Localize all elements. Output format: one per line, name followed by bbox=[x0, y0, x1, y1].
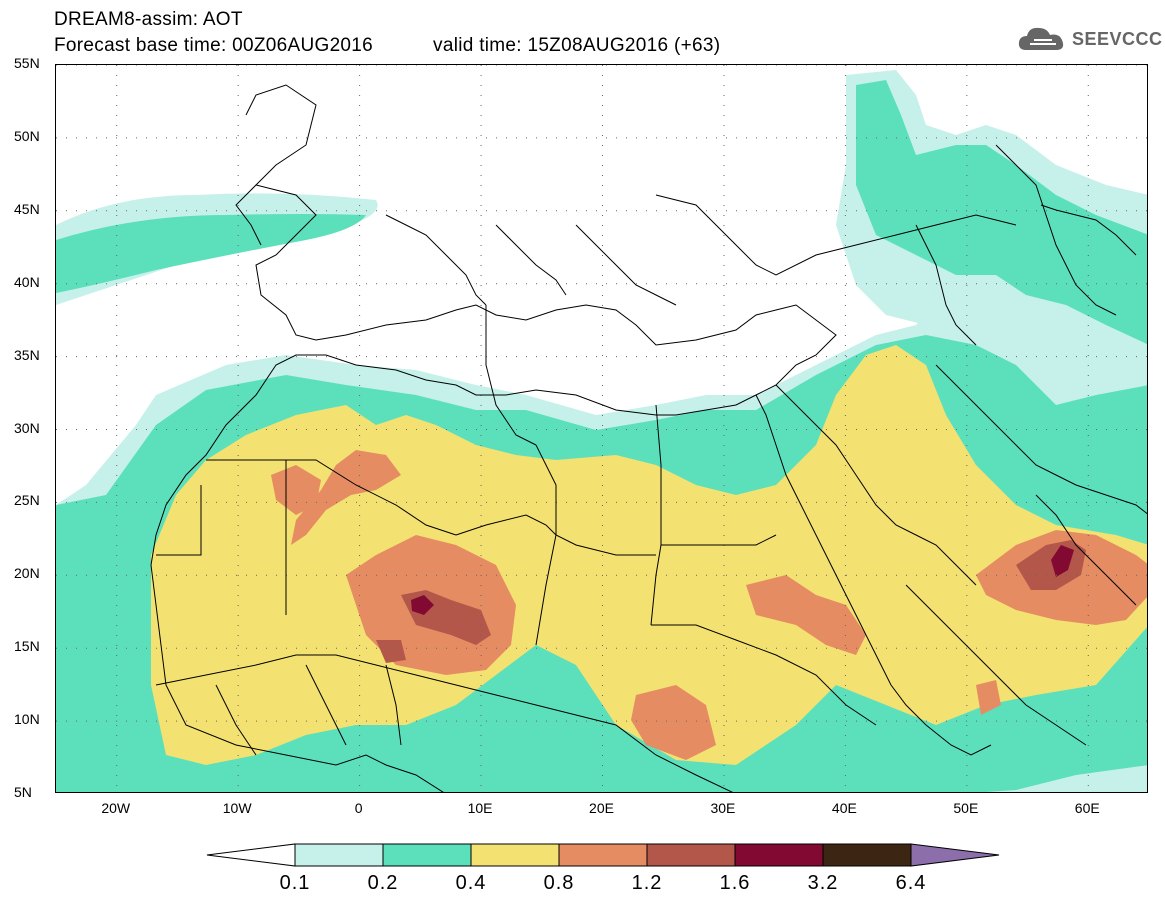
colorbar-over-arrow bbox=[910, 843, 1000, 867]
colorbar-level-label: 0.2 bbox=[367, 872, 399, 894]
lat-tick: 50N bbox=[14, 127, 40, 144]
aot-contour-fill bbox=[56, 70, 1147, 792]
lat-tick: 25N bbox=[14, 492, 40, 509]
lat-tick: 35N bbox=[14, 346, 40, 363]
colorbar-level-label: 0.8 bbox=[543, 872, 575, 894]
colorbar-box bbox=[558, 843, 648, 867]
lat-tick: 15N bbox=[14, 638, 40, 655]
colorbar-under-arrow bbox=[206, 843, 296, 867]
country-borders bbox=[150, 84, 1147, 792]
colorbar-level-label: 0.4 bbox=[455, 872, 487, 894]
lat-tick: 30N bbox=[14, 419, 40, 436]
lon-tick: 0 bbox=[354, 800, 363, 816]
lon-tick: 30E bbox=[710, 800, 736, 816]
valid-time: valid time: 15Z08AUG2016 (+63) bbox=[433, 35, 721, 56]
time-info: Forecast base time: 00Z06AUG2016 valid ti… bbox=[54, 35, 720, 57]
colorbar-level-label: 6.4 bbox=[895, 872, 927, 894]
colorbar-level-label: 0.1 bbox=[279, 872, 311, 894]
colorbar-box bbox=[822, 843, 912, 867]
aot-map bbox=[55, 64, 1148, 793]
logo-text: SEEVCCC bbox=[1072, 28, 1163, 49]
lon-tick: 10E bbox=[467, 800, 493, 816]
lat-tick: 10N bbox=[14, 711, 40, 728]
colorbar-level-label: 3.2 bbox=[807, 872, 839, 894]
lon-tick: 20W bbox=[101, 800, 131, 816]
map-title: DREAM8-assim: AOT bbox=[54, 9, 243, 30]
lon-tick: 60E bbox=[1074, 800, 1100, 816]
colorbar-box bbox=[646, 843, 736, 867]
cloud-icon bbox=[1018, 27, 1064, 50]
lon-tick: 50E bbox=[953, 800, 979, 816]
seevccc-logo: SEEVCCC bbox=[1016, 22, 1163, 56]
colorbar-level-label: 1.2 bbox=[631, 872, 663, 894]
lat-tick: 55N bbox=[14, 55, 40, 71]
colorbar-box bbox=[382, 843, 472, 867]
lat-tick: 20N bbox=[14, 565, 40, 582]
base-time: Forecast base time: 00Z06AUG2016 bbox=[54, 35, 374, 56]
lon-tick: 20E bbox=[589, 800, 614, 816]
lat-tick: 45N bbox=[14, 200, 40, 217]
aot-field bbox=[56, 65, 1147, 792]
lon-tick: 40E bbox=[831, 800, 857, 816]
lat-tick: 40N bbox=[14, 273, 40, 290]
lat-tick: 5N bbox=[14, 784, 32, 800]
colorbar-box bbox=[734, 843, 824, 867]
lon-tick: 10W bbox=[222, 800, 252, 816]
colorbar-level-label: 1.6 bbox=[719, 872, 751, 894]
aot-colorbar bbox=[206, 843, 1000, 867]
colorbar-box bbox=[294, 843, 384, 867]
colorbar-box bbox=[470, 843, 560, 867]
